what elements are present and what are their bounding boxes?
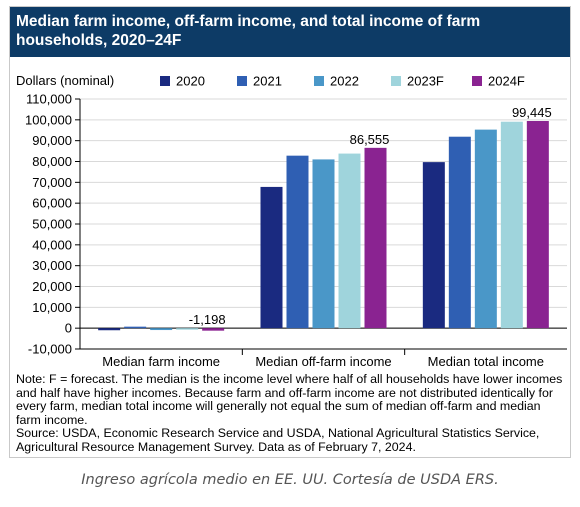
bar-2024F-0 [202,328,225,331]
bar-chart: Dollars (nominal) 2020 2021 2022 2023F 2024F -… [16,73,567,369]
bar-2021-0 [124,326,147,329]
y-tick-label: -10,000 [28,342,72,357]
legend-label-2021: 2021 [253,74,282,89]
y-tick-label: 50,000 [32,217,72,232]
legend-swatch-2020 [160,76,170,86]
legend-label-2023F: 2023F [407,74,444,89]
y-tick-label: 110,000 [26,92,72,107]
chart-title: Median farm income, off-farm income, and… [10,7,570,57]
y-tick-label: 10,000 [32,300,72,315]
bar-2024F-2 [526,120,549,329]
bar-2024F-1 [364,147,387,329]
y-tick-label: 30,000 [32,258,72,273]
legend-label-2020: 2020 [176,74,205,89]
y-tick-label: 70,000 [32,175,72,190]
bar-2021-2 [448,136,471,329]
y-tick-label: 90,000 [32,133,72,148]
image-caption: Ingreso agrícola medio en EE. UU. Cortes… [81,472,499,488]
legend-swatch-2023F [391,76,401,86]
y-tick-label: 60,000 [32,196,72,211]
bar-2021-1 [286,155,309,329]
x-tick-label: Median farm income [102,354,220,369]
bar-2020-1 [260,186,283,329]
y-tick-label: 0 [65,321,72,336]
bar-2022-1 [312,159,335,329]
figure-frame: Median farm income, off-farm income, and… [9,6,571,458]
bar-2022-2 [474,129,497,329]
chart-area: Dollars (nominal) 2020 2021 2022 2023F 2024F -… [10,57,570,373]
bar-2020-2 [422,162,445,329]
y-tick-label: 40,000 [32,237,72,252]
bar-2020-0 [98,328,121,331]
bar-2023F-0 [176,328,199,330]
y-tick-label: 100,000 [25,112,72,127]
legend-swatch-2021 [237,76,247,86]
legend-label-2022: 2022 [330,74,359,89]
y-axis-label: Dollars (nominal) [16,73,114,88]
bar-2022-0 [150,328,173,331]
x-tick-label: Median total income [428,354,544,369]
y-tick-label: 80,000 [32,154,72,169]
chart-note: Note: F = forecast. The median is the in… [16,372,563,454]
legend-label-2024F: 2024F [488,74,525,89]
y-tick-label: 20,000 [32,279,72,294]
data-label: 86,555 [350,132,390,147]
legend-swatch-2024F [472,76,482,86]
bar-2023F-2 [500,121,523,329]
legend-swatch-2022 [314,76,324,86]
data-label: 99,445 [512,105,552,120]
data-label: -1,198 [189,312,226,327]
x-tick-label: Median off-farm income [255,354,391,369]
bar-2023F-1 [338,153,361,329]
